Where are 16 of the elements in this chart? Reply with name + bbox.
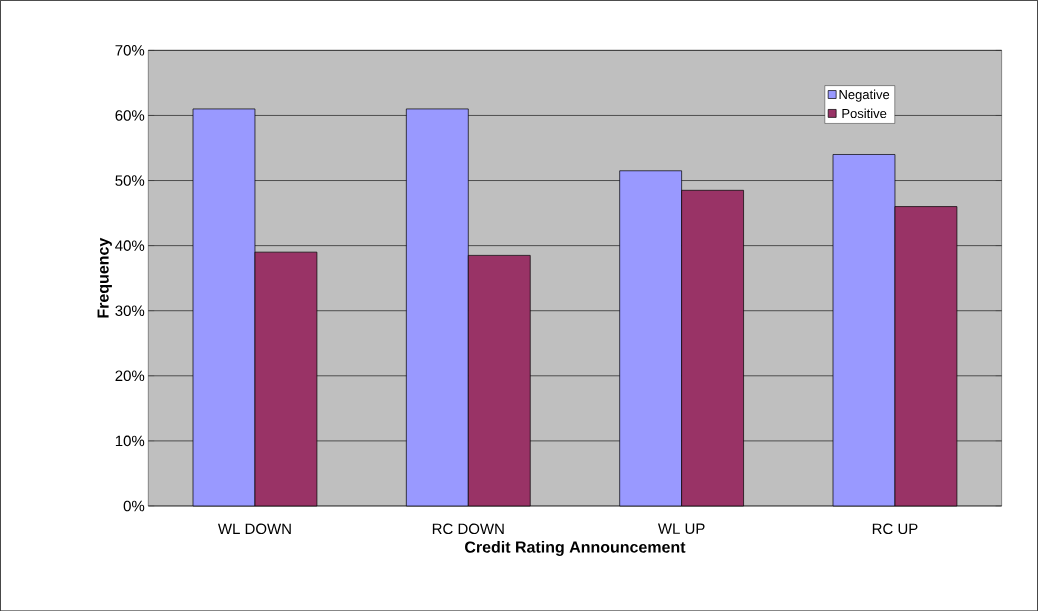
x-tick-label: WL UP — [657, 523, 705, 534]
y-tick-label: 60% — [115, 109, 145, 121]
y-tick-label: 20% — [115, 370, 145, 381]
y-tick-label: 70% — [115, 44, 145, 56]
y-tick-label: 0% — [123, 500, 145, 512]
x-axis-title: Credit Rating Announcement — [465, 540, 686, 556]
legend-label: Negative — [839, 89, 890, 102]
y-axis-title: Frequency — [97, 237, 112, 318]
y-tick-label: 50% — [115, 175, 145, 186]
y-tick-label: 30% — [115, 305, 145, 316]
x-tick-label: RC UP — [872, 523, 918, 534]
x-tick-label: WL DOWN — [217, 523, 291, 534]
legend-label: Positive — [842, 108, 887, 118]
x-tick-label: RC DOWN — [432, 523, 504, 534]
y-tick-label: 10% — [115, 435, 145, 447]
y-tick-label: 40% — [115, 240, 145, 251]
